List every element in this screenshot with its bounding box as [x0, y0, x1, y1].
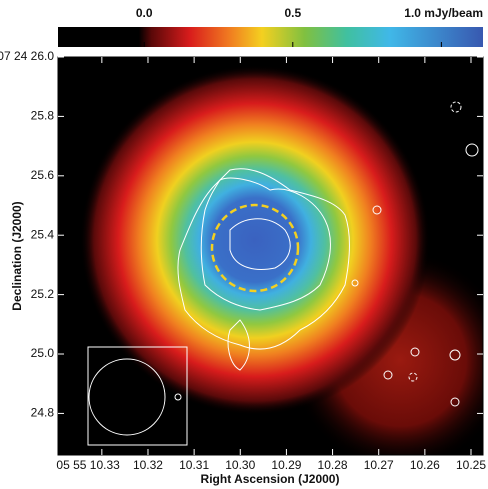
y-tick-label: 25.6: [31, 168, 55, 182]
y-tick-label: 07 24 26.0: [0, 49, 54, 63]
y-axis-title: Declination (J2000): [10, 201, 24, 310]
x-tick-label: 10.31: [179, 458, 209, 472]
x-tick-label: 10.27: [364, 458, 394, 472]
image: [58, 57, 483, 455]
y-tick-label: 25.2: [31, 287, 55, 301]
x-tick-label: 10.28: [318, 458, 348, 472]
x-tick-label: 10.30: [225, 458, 255, 472]
x-tick-label: 10.32: [133, 458, 163, 472]
x-axis-title: Right Ascension (J2000): [201, 472, 340, 486]
colorbar: [58, 27, 483, 47]
x-tick-label: 10.26: [410, 458, 440, 472]
colorbar-tick-label: 0.5: [284, 6, 301, 20]
colorbar-tick-label: 0.0: [136, 6, 153, 20]
y-tick-label: 25.0: [31, 346, 55, 360]
y-tick-label: 25.8: [31, 109, 55, 123]
x-tick-label: 10.29: [271, 458, 301, 472]
colorbar-tick-label: 1.0 mJy/beam: [404, 6, 483, 20]
y-tick-label: 25.4: [31, 227, 55, 241]
y-tick-label: 24.8: [31, 406, 55, 420]
plot-frame: [57, 56, 484, 456]
x-tick-label: 05 55 10.33: [56, 458, 120, 472]
x-tick-label: 10.25: [456, 458, 486, 472]
